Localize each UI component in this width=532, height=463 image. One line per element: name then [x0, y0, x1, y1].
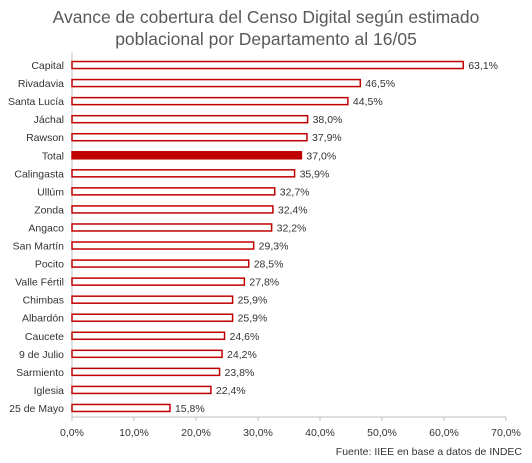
- bar: [71, 78, 362, 88]
- value-label: 44,5%: [353, 96, 383, 108]
- category-label: Pocito: [35, 259, 64, 271]
- category-label: Caucete: [25, 331, 64, 343]
- value-label: 37,0%: [306, 150, 336, 162]
- value-label: 24,6%: [230, 331, 260, 343]
- value-label: 24,2%: [227, 349, 257, 361]
- bar: [71, 132, 308, 142]
- category-label: 9 de Julio: [19, 349, 64, 361]
- bar: [71, 403, 171, 413]
- category-label: Total: [42, 150, 64, 162]
- value-label: 32,2%: [277, 222, 307, 234]
- category-label: Rawson: [26, 132, 64, 144]
- value-label: 46,5%: [365, 78, 395, 90]
- x-tick-label: 20,0%: [181, 427, 211, 439]
- bar: [71, 367, 221, 377]
- chart-title-line-2: poblacional por Departamento al 16/05: [115, 29, 417, 49]
- bar: [71, 169, 296, 178]
- bar: [71, 349, 223, 359]
- x-tick-label: 60,0%: [429, 427, 459, 439]
- category-label: Angaco: [28, 222, 64, 234]
- category-label: San Martín: [13, 241, 65, 253]
- bar: [71, 259, 250, 268]
- category-label: Valle Fértil: [15, 277, 64, 289]
- category-label: Rivadavia: [18, 78, 64, 90]
- category-label: Sarmiento: [16, 367, 64, 379]
- bar-total: [71, 151, 303, 160]
- category-label: Iglesia: [34, 385, 65, 397]
- category-label: 25 de Mayo: [9, 403, 64, 415]
- category-label: Zonda: [34, 204, 64, 216]
- value-label: 15,8%: [175, 403, 205, 415]
- x-tick-label: 10,0%: [119, 427, 149, 439]
- chart-title: Avance de cobertura del Censo Digital se…: [0, 6, 532, 50]
- value-label: 22,4%: [216, 385, 246, 397]
- bar: [71, 385, 212, 395]
- value-label: 23,8%: [225, 367, 255, 379]
- category-label: Capital: [31, 60, 64, 72]
- bar: [71, 331, 226, 341]
- bar: [71, 295, 234, 304]
- category-label: Santa Lucía: [8, 96, 64, 108]
- value-label: 27,8%: [249, 277, 279, 289]
- source-note: Fuente: IIEE en base a datos de INDEC: [335, 446, 522, 458]
- category-label: Jáchal: [34, 114, 64, 126]
- category-label: Chimbas: [23, 295, 64, 307]
- value-label: 28,5%: [254, 259, 284, 271]
- value-label: 32,4%: [278, 204, 308, 216]
- x-tick-label: 40,0%: [305, 427, 335, 439]
- value-label: 35,9%: [300, 168, 330, 180]
- value-label: 37,9%: [312, 132, 342, 144]
- bar: [71, 114, 309, 124]
- x-tick-label: 70,0%: [491, 427, 521, 439]
- value-label: 32,7%: [280, 186, 310, 198]
- x-tick-label: 50,0%: [367, 427, 397, 439]
- category-label: Ullúm: [37, 186, 64, 198]
- bar: [71, 187, 276, 196]
- value-label: 63,1%: [468, 60, 498, 72]
- bar: [71, 277, 246, 286]
- category-label: Albardón: [22, 313, 64, 325]
- x-tick-label: 30,0%: [243, 427, 273, 439]
- value-label: 38,0%: [313, 114, 343, 126]
- bar: [71, 96, 349, 106]
- category-label: Calingasta: [14, 168, 64, 180]
- bar: [71, 223, 273, 232]
- bar: [71, 241, 255, 250]
- bar: [71, 205, 274, 214]
- bar: [71, 313, 234, 322]
- chart-title-line-1: Avance de cobertura del Censo Digital se…: [52, 7, 480, 27]
- value-label: 25,9%: [238, 295, 268, 307]
- x-tick-label: 0,0%: [60, 427, 84, 439]
- value-label: 29,3%: [259, 241, 289, 253]
- bar: [71, 60, 464, 70]
- value-label: 25,9%: [238, 313, 268, 325]
